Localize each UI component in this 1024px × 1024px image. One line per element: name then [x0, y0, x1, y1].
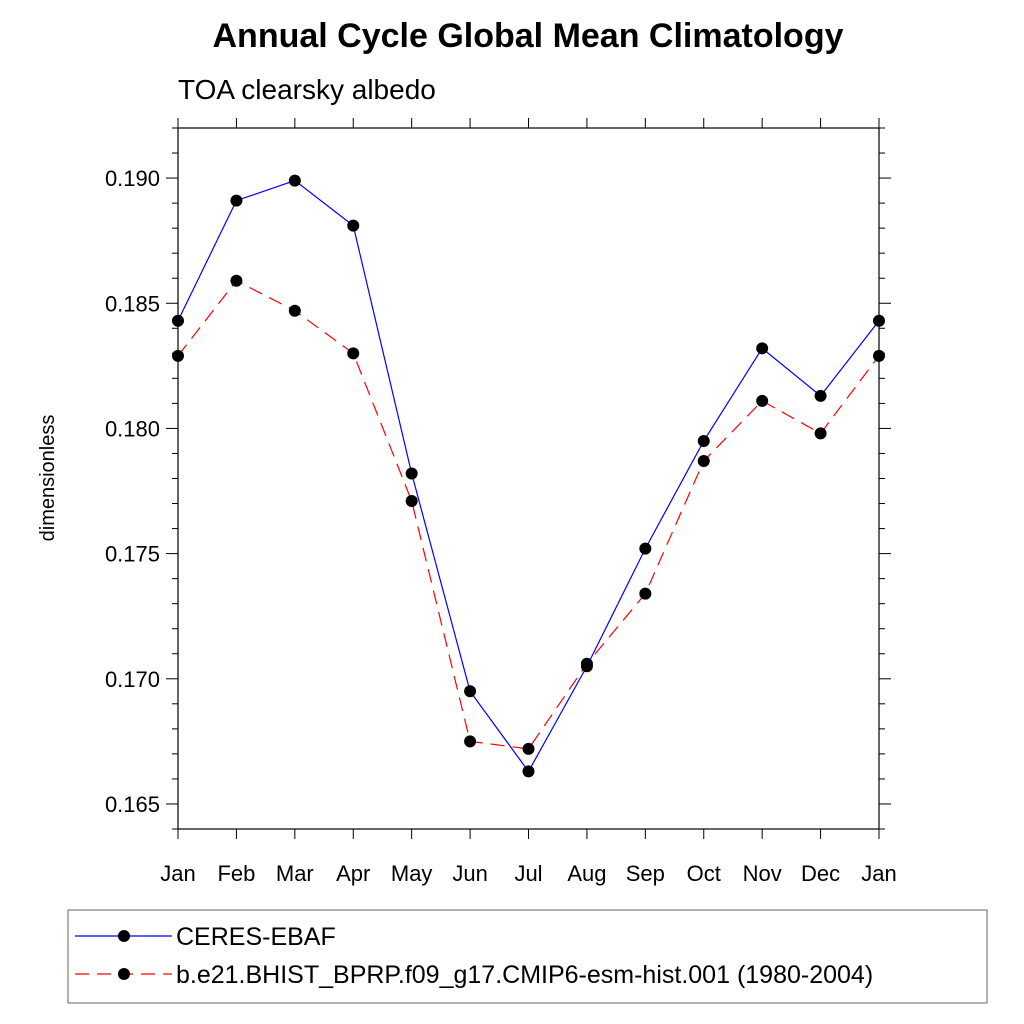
chart-subtitle: TOA clearsky albedo [178, 74, 436, 105]
data-point [873, 349, 885, 362]
y-tick-label: 0.185 [105, 291, 160, 316]
data-point [172, 349, 184, 362]
x-tick-label: Jan [861, 861, 896, 886]
x-tick-label: Sep [626, 861, 665, 886]
y-tick-label: 0.165 [105, 792, 160, 817]
axis-ticks [166, 118, 891, 839]
data-point [873, 314, 885, 327]
data-point [347, 219, 360, 232]
x-tick-label: May [391, 861, 433, 886]
data-point [697, 454, 710, 467]
plot-frame [177, 127, 880, 830]
legend-marker [118, 968, 130, 980]
data-point [580, 660, 593, 673]
data-point [288, 304, 301, 317]
series-line [177, 279, 880, 750]
y-tick-labels: 0.165 0.170 0.175 0.180 0.185 0.190 [105, 166, 160, 817]
data-point [639, 587, 652, 600]
y-axis-label: dimensionless [37, 415, 59, 542]
legend: CERES-EBAF b.e21.BHIST_BPRP.f09_g17.CMIP6… [67, 909, 988, 1004]
x-tick-labels: Jan Feb Mar Apr May Jun Jul Aug Sep Oct Nov Dec Jan [160, 861, 896, 886]
x-tick-label: Mar [276, 861, 314, 886]
x-tick-label: Dec [801, 861, 840, 886]
data-point [230, 274, 243, 287]
data-point [756, 342, 769, 355]
legend-label: CERES-EBAF [176, 923, 336, 951]
data-point [405, 467, 418, 480]
legend-box [67, 909, 988, 1004]
data-point [347, 347, 360, 360]
data-point [814, 427, 827, 440]
data-point [522, 742, 535, 755]
x-tick-label: Aug [567, 861, 606, 886]
data-point [464, 735, 477, 748]
y-tick-label: 0.175 [105, 542, 160, 567]
x-tick-label: Feb [217, 861, 255, 886]
data-point [522, 765, 535, 778]
legend-entries: CERES-EBAF b.e21.BHIST_BPRP.f09_g17.CMIP6… [75, 923, 873, 989]
x-tick-label: Jul [514, 861, 542, 886]
chart-title: Annual Cycle Global Mean Climatology [213, 17, 844, 55]
data-point [814, 389, 827, 402]
data-point [756, 394, 769, 407]
series-line [177, 179, 880, 773]
data-point [172, 314, 184, 327]
x-tick-label: Apr [336, 861, 370, 886]
data-point [288, 174, 301, 187]
y-tick-label: 0.170 [105, 667, 160, 692]
data-point [697, 434, 710, 447]
x-tick-label: Oct [687, 861, 721, 886]
data-series [172, 174, 885, 778]
y-tick-label: 0.180 [105, 416, 160, 441]
x-tick-label: Jun [452, 861, 487, 886]
data-point [639, 542, 652, 555]
legend-marker [118, 930, 130, 942]
y-tick-label: 0.190 [105, 166, 160, 191]
data-point [230, 194, 243, 207]
legend-label: b.e21.BHIST_BPRP.f09_g17.CMIP6-esm-hist.… [176, 961, 873, 989]
data-point [464, 685, 477, 698]
data-point [405, 495, 418, 508]
x-tick-label: Jan [160, 861, 195, 886]
x-tick-label: Nov [743, 861, 782, 886]
